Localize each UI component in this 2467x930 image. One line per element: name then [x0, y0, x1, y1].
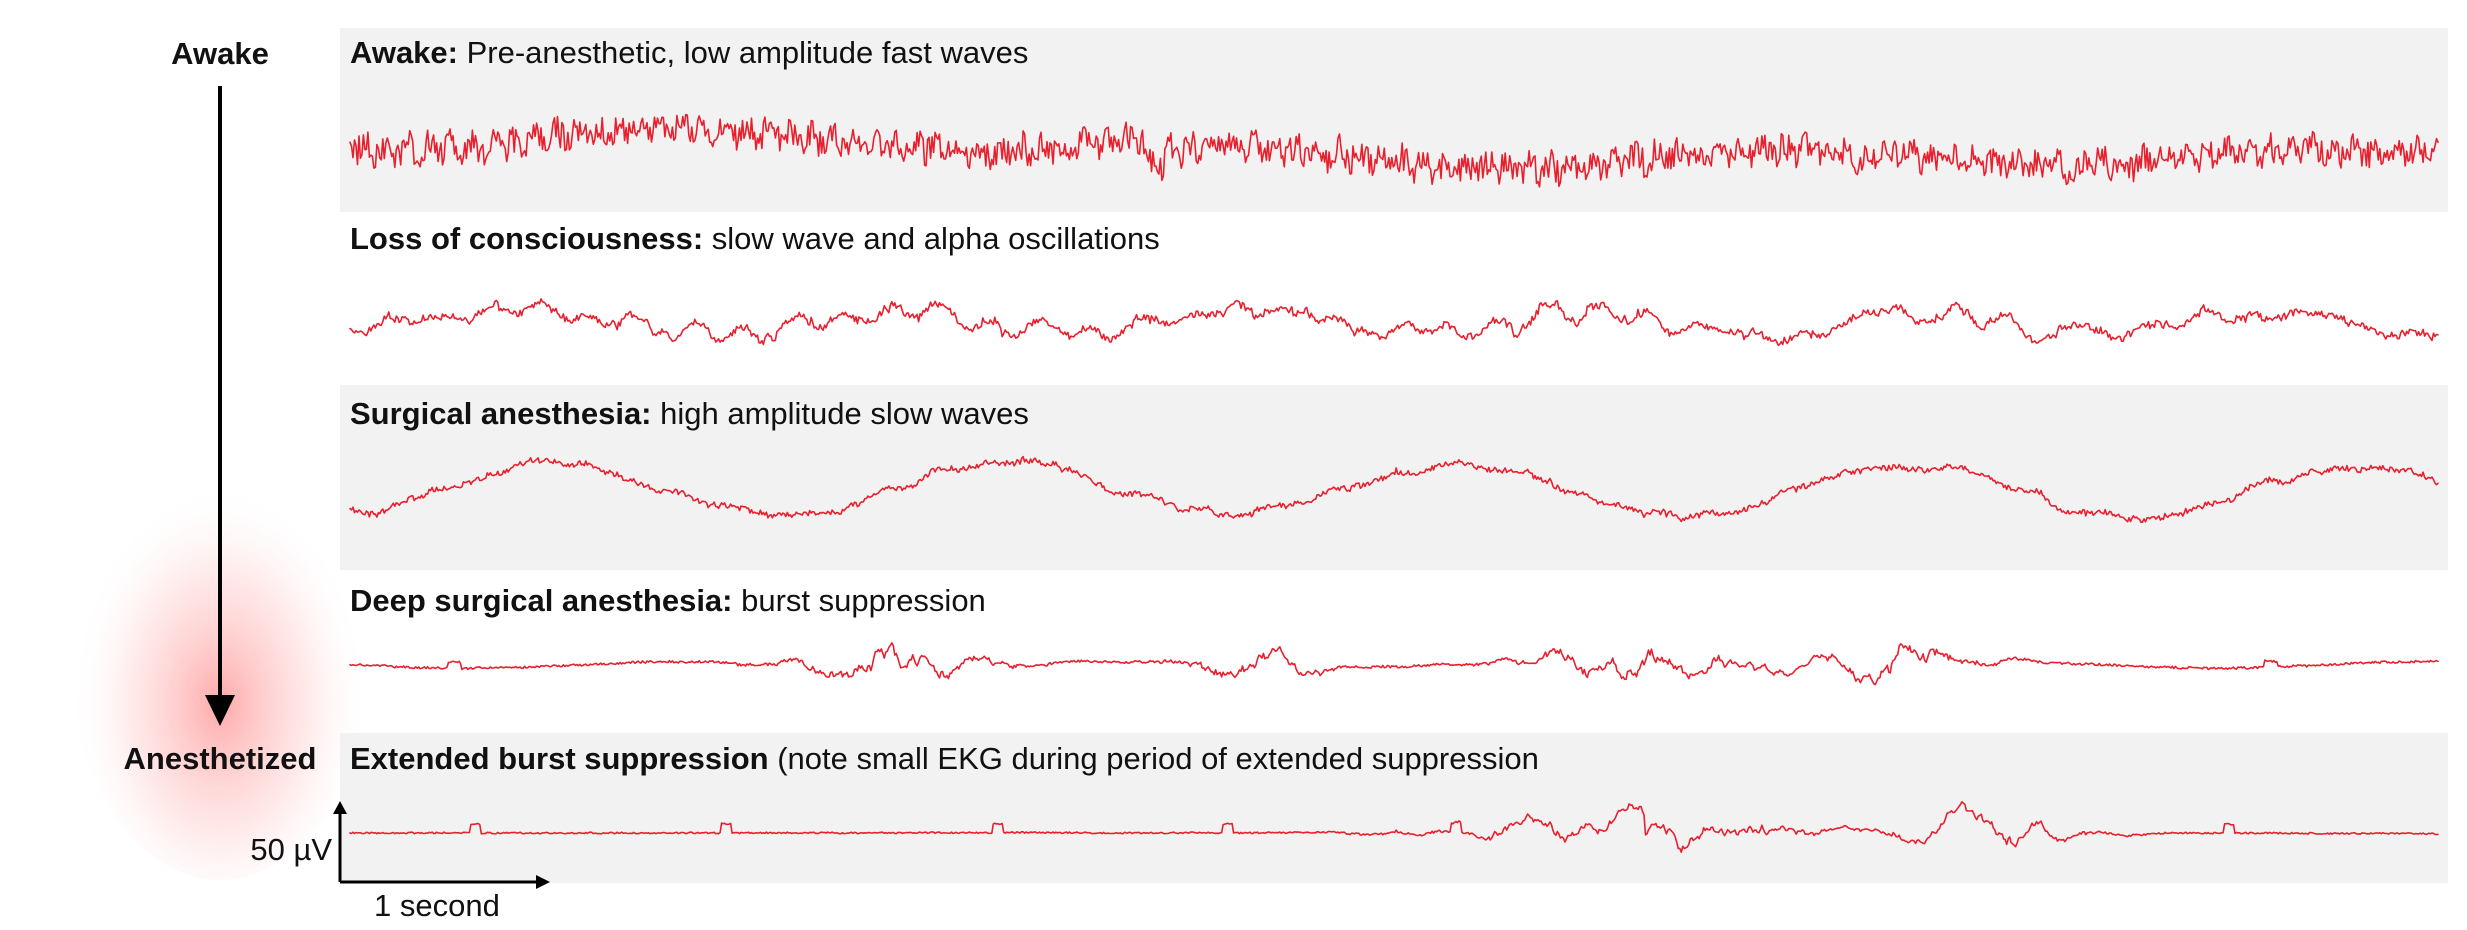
label-awake: Awake: [171, 36, 269, 71]
scale-bar-time-label: 1 second: [374, 888, 500, 923]
scale-bar-horizontal-arrowhead: [536, 875, 550, 889]
eeg-trace: [349, 642, 2439, 686]
eeg-trace: [349, 298, 2439, 347]
panel-title-bold: Deep surgical anesthesia:: [350, 583, 733, 618]
panel-title-bold: Extended burst suppression: [350, 741, 769, 776]
panel-awake: Awake: Pre-anesthetic, low amplitude fas…: [340, 28, 2448, 212]
panel-title: Loss of consciousness: slow wave and alp…: [350, 221, 1160, 256]
scale-bar-amplitude-label: 50 µV: [250, 832, 332, 867]
panel-title: Extended burst suppression (note small E…: [350, 741, 1539, 776]
panel-title-bold: Awake:: [350, 35, 458, 70]
panel-loc: Loss of consciousness: slow wave and alp…: [349, 221, 2439, 347]
panel-title-description: high amplitude slow waves: [652, 396, 1029, 431]
panel-title: Deep surgical anesthesia: burst suppress…: [350, 583, 986, 618]
depth-arrow-head: [205, 695, 235, 726]
panels: Awake: Pre-anesthetic, low amplitude fas…: [340, 28, 2448, 883]
panel-background: [340, 28, 2448, 212]
panel-title-description: (note small EKG during period of extende…: [769, 741, 1539, 776]
panel-background: [340, 385, 2448, 570]
scale-bar: 50 µV 1 second: [250, 801, 550, 923]
panel-background: [340, 733, 2448, 883]
label-anesthetized: Anesthetized: [124, 741, 317, 776]
panel-title: Awake: Pre-anesthetic, low amplitude fas…: [350, 35, 1028, 70]
panel-deep: Deep surgical anesthesia: burst suppress…: [349, 583, 2439, 686]
eeg-trace: [349, 455, 2439, 523]
panel-surgical: Surgical anesthesia: high amplitude slow…: [340, 385, 2448, 570]
eeg-trace: [349, 801, 2439, 853]
panel-title-bold: Surgical anesthesia:: [350, 396, 652, 431]
scale-bar-vertical-arrowhead: [333, 801, 347, 814]
depth-arrow: [205, 86, 235, 726]
panel-title-bold: Loss of consciousness:: [350, 221, 703, 256]
eeg-trace: [349, 113, 2439, 188]
panel-title-description: burst suppression: [733, 583, 986, 618]
panel-title: Surgical anesthesia: high amplitude slow…: [350, 396, 1029, 431]
panel-extended: Extended burst suppression (note small E…: [340, 733, 2448, 883]
panel-title-description: Pre-anesthetic, low amplitude fast waves: [458, 35, 1028, 70]
panel-title-description: slow wave and alpha oscillations: [703, 221, 1160, 256]
